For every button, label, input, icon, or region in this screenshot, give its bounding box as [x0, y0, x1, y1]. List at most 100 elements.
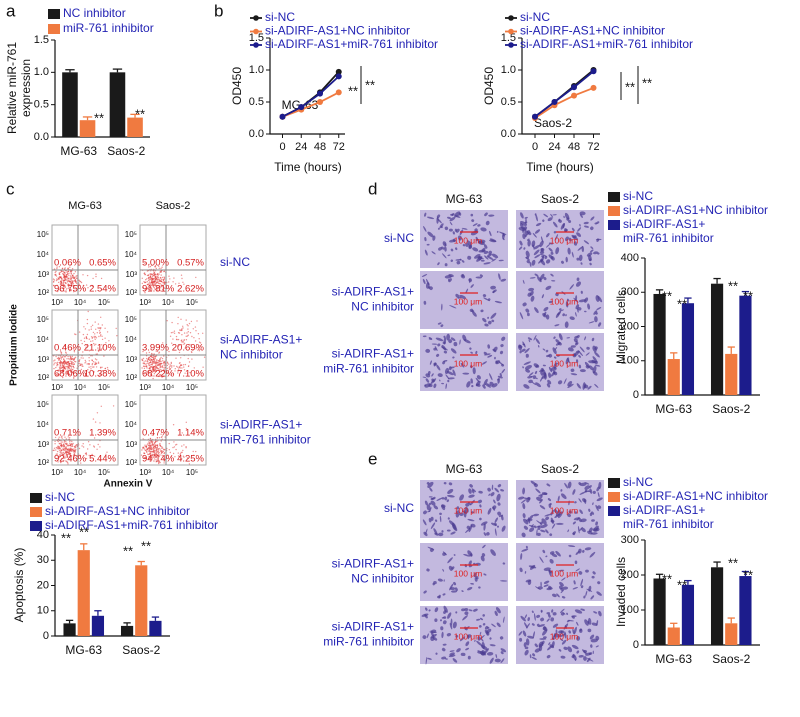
event-dot	[72, 449, 73, 450]
event-dot	[59, 359, 60, 360]
error-bar	[152, 617, 159, 621]
event-dot	[70, 271, 71, 272]
event-dot	[69, 359, 70, 360]
event-dot	[152, 357, 153, 358]
event-dot	[185, 446, 186, 447]
event-dot	[160, 358, 161, 359]
event-dot	[58, 441, 59, 442]
event-dot	[160, 445, 161, 446]
event-dot	[174, 333, 175, 334]
x-tick-label: 48	[314, 141, 326, 153]
column-header: Saos-2	[156, 200, 191, 212]
event-dot	[181, 329, 182, 330]
event-dot	[146, 278, 147, 279]
flow-x-tick-label: 10⁴	[74, 468, 87, 477]
event-dot	[179, 329, 180, 330]
cell	[455, 229, 457, 232]
bar	[711, 284, 723, 395]
row-label: miR-761 inhibitor	[323, 635, 414, 649]
row-label: NC inhibitor	[220, 348, 283, 362]
event-dot	[152, 442, 153, 443]
legend-label: si-ADIRF-AS1+ miR-761 inhibitor	[623, 503, 714, 531]
event-dot	[98, 336, 99, 337]
event-dot	[150, 445, 151, 446]
event-dot	[75, 334, 76, 335]
event-dot	[57, 446, 58, 447]
legend-swatch	[608, 492, 620, 502]
event-dot	[204, 357, 205, 358]
y-axis-label: Apoptosis (%)	[12, 548, 26, 623]
event-dot	[182, 450, 183, 451]
event-dot	[154, 359, 155, 360]
event-dot	[91, 329, 92, 330]
y-tick-label: 1.5	[501, 32, 516, 44]
row-label: si-ADIRF-AS1+	[332, 347, 414, 361]
quadrant-percent: 94.14%	[142, 454, 175, 465]
event-dot	[170, 364, 171, 365]
significance: **	[728, 278, 738, 293]
event-dot	[157, 445, 158, 446]
event-dot	[179, 366, 180, 367]
event-dot	[63, 445, 64, 446]
event-dot	[72, 281, 73, 282]
event-dot	[94, 336, 95, 337]
event-dot	[161, 440, 162, 441]
x-tick-label: MG-63	[60, 144, 97, 158]
event-dot	[95, 339, 96, 340]
event-dot	[63, 365, 64, 366]
event-dot	[76, 278, 77, 279]
axes	[270, 38, 345, 134]
scale-label: 100 μm	[454, 631, 483, 641]
event-dot	[97, 412, 98, 413]
event-dot	[68, 363, 69, 364]
event-dot	[64, 448, 65, 449]
event-dot	[71, 278, 72, 279]
event-dot	[186, 319, 187, 320]
event-dot	[72, 277, 73, 278]
point	[571, 93, 577, 99]
event-dot	[161, 363, 162, 364]
event-dot	[63, 280, 64, 281]
x-tick-label: 0	[532, 141, 538, 153]
event-dot	[143, 366, 144, 367]
error-bar	[670, 623, 677, 627]
event-dot	[193, 337, 194, 338]
event-dot	[151, 364, 152, 365]
event-dot	[53, 450, 54, 451]
error-bar	[66, 620, 73, 623]
event-dot	[55, 271, 56, 272]
flow-y-tick-label: 10²	[125, 288, 137, 297]
event-dot	[159, 448, 160, 449]
event-dot	[64, 361, 65, 362]
event-dot	[145, 279, 146, 280]
event-dot	[167, 320, 168, 321]
flow-x-tick-label: 10⁴	[162, 383, 175, 392]
legend-swatch	[608, 220, 620, 230]
point	[532, 114, 538, 120]
quadrant-percent: 96.75%	[54, 284, 87, 295]
event-dot	[147, 281, 148, 282]
event-dot	[150, 356, 151, 357]
event-dot	[76, 444, 77, 445]
event-dot	[60, 360, 61, 361]
event-dot	[104, 328, 105, 329]
event-dot	[148, 364, 149, 365]
event-dot	[59, 358, 60, 359]
event-dot	[147, 361, 148, 362]
flow-x-tick-label: 10⁵	[98, 468, 110, 477]
y-tick-label: 0	[43, 630, 49, 642]
quadrant-percent: 10.38%	[84, 369, 117, 380]
event-dot	[83, 334, 84, 335]
event-dot	[144, 448, 145, 449]
cell	[445, 263, 448, 266]
event-dot	[179, 362, 180, 363]
event-dot	[185, 364, 186, 365]
event-dot	[55, 275, 56, 276]
event-dot	[63, 358, 64, 359]
event-dot	[70, 361, 71, 362]
y-tick-label: 300	[621, 534, 639, 546]
event-dot	[181, 275, 182, 276]
event-dot	[91, 336, 92, 337]
flow-y-tick-label: 10³	[125, 440, 137, 449]
event-dot	[66, 271, 67, 272]
